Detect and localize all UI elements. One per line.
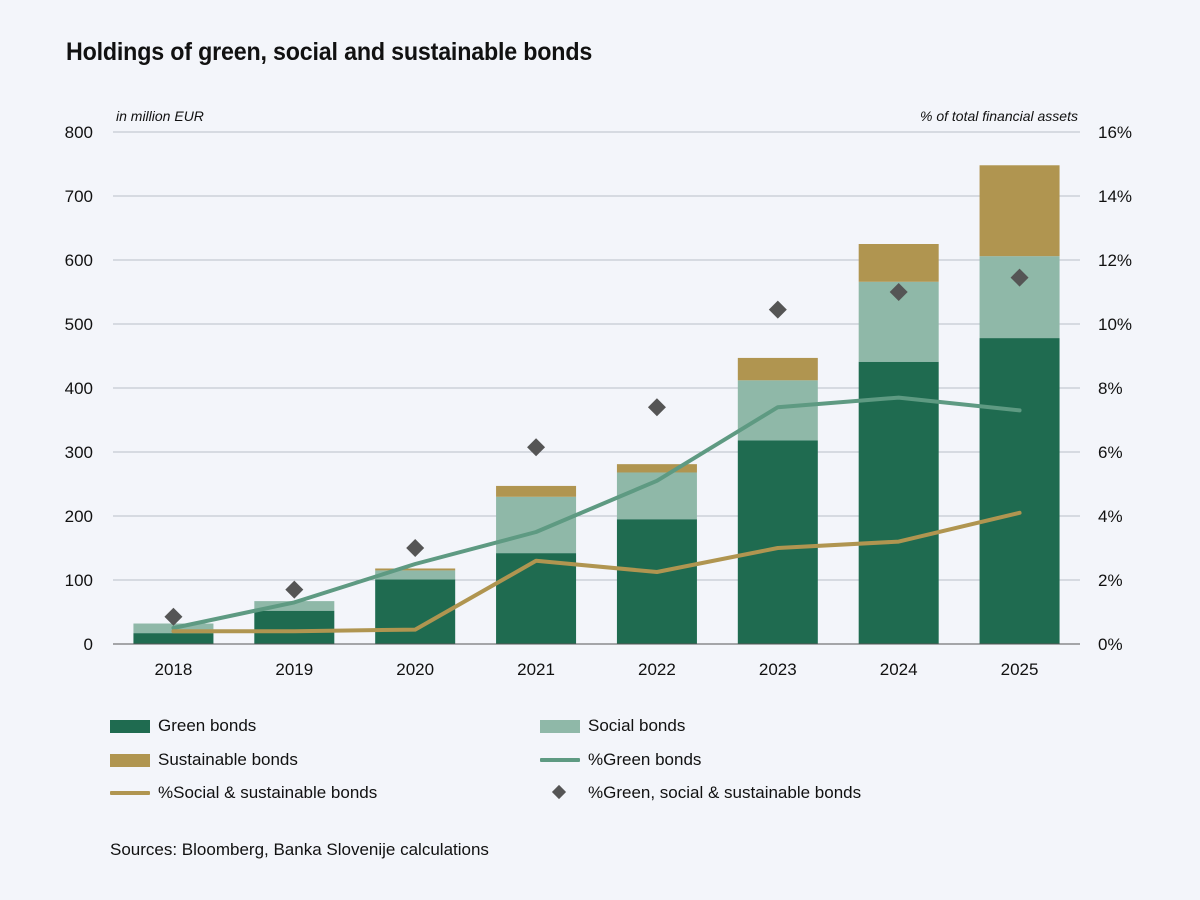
x-tick-label: 2019 bbox=[275, 660, 313, 679]
x-tick-label: 2020 bbox=[396, 660, 434, 679]
legend-label-pct-gss: %Green, social & sustainable bonds bbox=[588, 783, 862, 802]
legend-item-green-bonds: Green bonds bbox=[110, 716, 256, 736]
x-tick-label: 2025 bbox=[1001, 660, 1039, 679]
bar-green-bonds bbox=[133, 633, 214, 644]
y-tick-label-left: 100 bbox=[65, 571, 93, 590]
y-tick-label-left: 600 bbox=[65, 251, 93, 270]
legend-swatch-pct-green-bonds bbox=[540, 758, 580, 762]
y-tick-label-right: 4% bbox=[1098, 507, 1123, 526]
bar-green-bonds bbox=[254, 610, 335, 644]
bar-social-bonds bbox=[496, 496, 577, 554]
scatter-point-green-social-sustainable-bonds bbox=[889, 283, 908, 301]
bar-social-bonds bbox=[979, 256, 1060, 339]
y-tick-label-left: 700 bbox=[65, 187, 93, 206]
y-tick-label-left: 800 bbox=[65, 123, 93, 142]
y-tick-label-right: 14% bbox=[1098, 187, 1132, 206]
x-tick-label: 2018 bbox=[155, 660, 193, 679]
legend-swatch-social-bonds bbox=[540, 719, 580, 733]
legend-label-pct-green-bonds: %Green bonds bbox=[588, 750, 702, 769]
bar-green-bonds bbox=[375, 579, 456, 644]
y-tick-label-right: 8% bbox=[1098, 379, 1123, 398]
legend-label-social-bonds: Social bonds bbox=[588, 716, 686, 735]
scatter-point-green-social-sustainable-bonds bbox=[285, 580, 304, 599]
y-tick-label-left: 400 bbox=[65, 379, 93, 398]
bar-social-bonds bbox=[254, 601, 335, 611]
y-tick-label-right: 10% bbox=[1098, 315, 1132, 334]
chart-plot: 0 100 200 300 400 500 600 700 800 0% 2% 4% 6% 8% 10% 12… bbox=[65, 123, 1132, 679]
bar-green-bonds bbox=[737, 440, 818, 644]
y-tick-label-right: 0% bbox=[1098, 635, 1123, 654]
y-tick-label-right: 12% bbox=[1098, 251, 1132, 270]
legend-item-pct-green-bonds: %Green bonds bbox=[540, 750, 701, 770]
y-tick-label-left: 0 bbox=[84, 635, 93, 654]
legend-label-pct-social-sustainable: %Social & sustainable bonds bbox=[158, 783, 378, 802]
x-tick-label: 2021 bbox=[517, 660, 555, 679]
chart-legend: Green bonds Social bonds Sustainable bon… bbox=[110, 714, 1010, 814]
line-green-bonds bbox=[171, 395, 1022, 630]
bar-sustainable-bonds bbox=[375, 568, 456, 571]
left-axis-unit: in million EUR bbox=[116, 108, 204, 124]
bar-social-bonds bbox=[737, 380, 818, 441]
right-axis-unit: % of total financial assets bbox=[920, 108, 1078, 124]
y-tick-label-left: 300 bbox=[65, 443, 93, 462]
legend-label-green-bonds: Green bonds bbox=[158, 716, 257, 735]
diamond-marker-icon bbox=[551, 784, 567, 800]
bar-green-bonds bbox=[979, 338, 1060, 644]
x-tick-label: 2024 bbox=[880, 660, 918, 679]
source-note: Sources: Bloomberg, Banka Slovenije calc… bbox=[110, 840, 489, 859]
line-social-sustainable-bonds bbox=[171, 510, 1022, 634]
y-tick-label-left: 500 bbox=[65, 315, 93, 334]
chart-title: Holdings of green, social and sustainabl… bbox=[66, 38, 593, 66]
scatter-point-green-social-sustainable-bonds bbox=[406, 539, 425, 557]
legend-label-sustainable-bonds: Sustainable bonds bbox=[158, 750, 298, 769]
y-tick-label-right: 16% bbox=[1098, 123, 1132, 142]
legend-item-sustainable-bonds: Sustainable bonds bbox=[110, 750, 298, 770]
bar-green-bonds bbox=[496, 553, 577, 644]
scatter-point-green-social-sustainable-bonds bbox=[164, 607, 183, 626]
legend-item-pct-social-sustainable: %Social & sustainable bonds bbox=[110, 783, 377, 803]
x-tick-label: 2023 bbox=[759, 660, 797, 679]
legend-swatch-pct-social-sustainable bbox=[110, 791, 150, 795]
scatter-point-green-social-sustainable-bonds bbox=[768, 300, 787, 319]
y-tick-label-left: 200 bbox=[65, 507, 93, 526]
scatter-point-green-social-sustainable-bonds bbox=[527, 438, 546, 457]
scatter-point-green-social-sustainable-bonds bbox=[647, 398, 666, 417]
bar-sustainable-bonds bbox=[496, 485, 577, 497]
y-tick-label-right: 2% bbox=[1098, 571, 1123, 590]
x-tick-label: 2022 bbox=[638, 660, 676, 679]
scatter-point-green-social-sustainable-bonds bbox=[1010, 268, 1029, 287]
bar-social-bonds bbox=[375, 570, 456, 580]
bar-sustainable-bonds bbox=[858, 244, 939, 282]
y-tick-label-right: 6% bbox=[1098, 443, 1123, 462]
bar-green-bonds bbox=[858, 361, 939, 644]
bar-sustainable-bonds bbox=[616, 464, 697, 473]
bar-sustainable-bonds bbox=[979, 165, 1060, 257]
bar-green-bonds bbox=[616, 519, 697, 644]
legend-item-social-bonds: Social bonds bbox=[540, 716, 685, 736]
bar-sustainable-bonds bbox=[737, 357, 818, 381]
legend-swatch-green-bonds bbox=[110, 719, 150, 733]
legend-swatch-sustainable-bonds bbox=[110, 753, 150, 767]
legend-item-pct-gss: %Green, social & sustainable bonds bbox=[540, 783, 861, 803]
legend-swatch-pct-gss bbox=[540, 784, 580, 801]
